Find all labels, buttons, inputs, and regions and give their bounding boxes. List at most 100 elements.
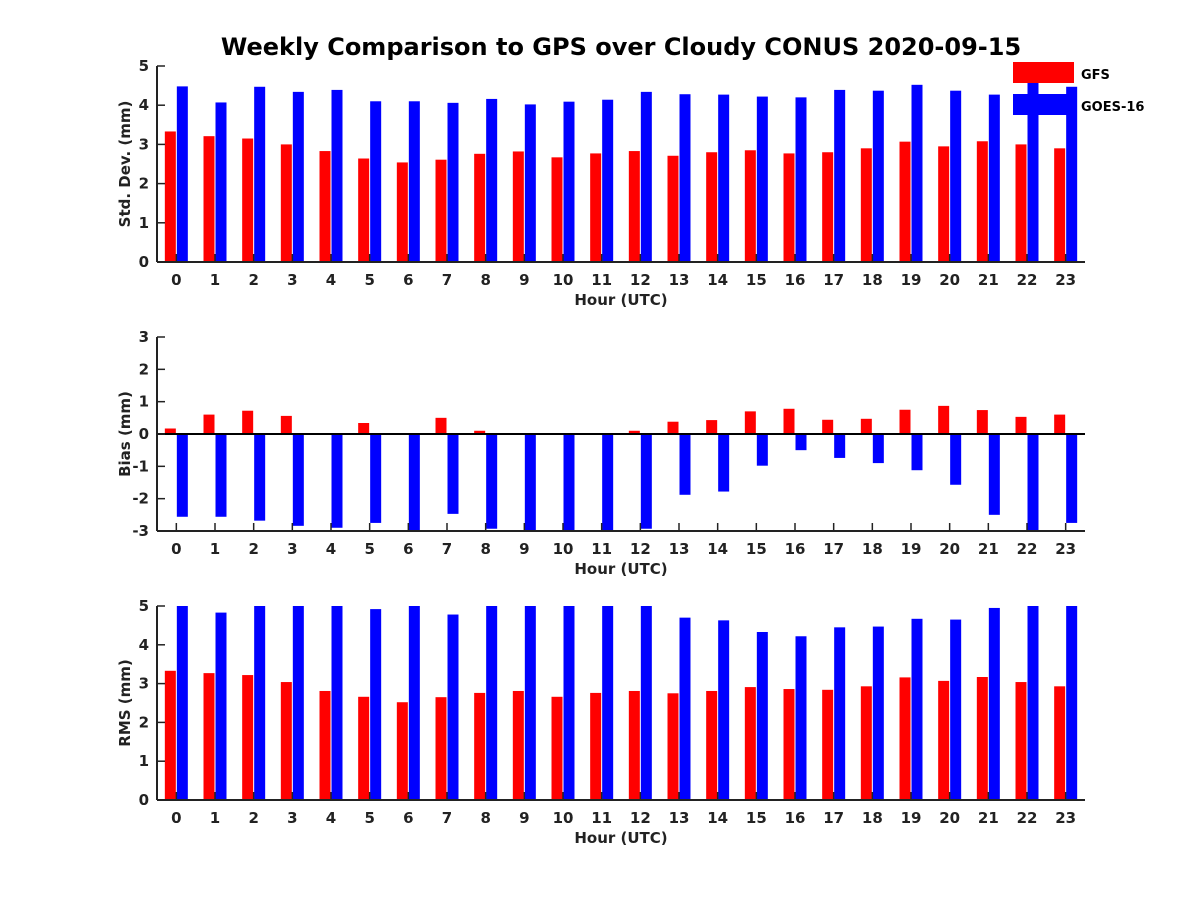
bar-std-dev-goes16-1 <box>215 102 227 263</box>
bar-rms-goes16-13 <box>679 617 691 800</box>
bar-std-dev-goes16-3 <box>292 91 304 262</box>
y-tick-label: 4 <box>139 96 149 114</box>
bar-rms-goes16-18 <box>872 626 884 800</box>
y-axis-label: Std. Dev. (mm) <box>116 101 134 228</box>
bar-std-dev-goes16-13 <box>679 94 691 262</box>
bar-rms-gfs-4 <box>319 690 331 800</box>
x-tick-label: 21 <box>978 809 999 827</box>
y-tick-label: 2 <box>139 360 149 378</box>
bar-rms-goes16-3 <box>292 606 304 800</box>
bar-std-dev-goes16-10 <box>563 101 575 262</box>
bar-std-dev-goes16-11 <box>602 99 614 262</box>
bar-std-dev-goes16-15 <box>756 96 768 263</box>
bar-rms-goes16-8 <box>486 606 498 800</box>
x-tick-label: 10 <box>553 271 574 289</box>
bar-std-dev-goes16-6 <box>408 101 420 262</box>
x-tick-label: 2 <box>248 809 258 827</box>
x-tick-label: 6 <box>403 809 413 827</box>
bar-rms-gfs-19 <box>899 677 911 800</box>
x-tick-label: 12 <box>630 809 651 827</box>
bar-rms-gfs-1 <box>203 673 215 800</box>
x-tick-label: 20 <box>939 540 960 558</box>
bar-bias-goes16-5 <box>370 434 382 523</box>
x-tick-label: 18 <box>862 809 883 827</box>
bar-rms-goes16-0 <box>176 606 188 800</box>
x-tick-label: 16 <box>785 540 806 558</box>
x-tick-label: 8 <box>480 809 490 827</box>
bar-bias-gfs-21 <box>976 410 988 434</box>
bar-rms-gfs-14 <box>706 690 718 800</box>
x-tick-label: 9 <box>519 271 529 289</box>
bar-bias-goes16-10 <box>563 434 575 531</box>
x-tick-label: 13 <box>669 809 690 827</box>
bar-std-dev-goes16-9 <box>524 104 536 262</box>
legend-label-goes16: GOES-16 <box>1081 100 1144 115</box>
bar-bias-goes16-11 <box>602 434 614 531</box>
bar-std-dev-gfs-6 <box>396 162 408 262</box>
bar-bias-goes16-14 <box>718 434 730 492</box>
bar-rms-gfs-12 <box>628 690 640 800</box>
bar-bias-gfs-5 <box>358 423 370 434</box>
x-tick-label: 3 <box>287 809 297 827</box>
bar-std-dev-goes16-2 <box>254 86 266 262</box>
x-axis-label: Hour (UTC) <box>574 291 667 309</box>
x-tick-label: 12 <box>630 540 651 558</box>
x-tick-label: 15 <box>746 809 767 827</box>
x-tick-label: 21 <box>978 540 999 558</box>
bar-std-dev-goes16-0 <box>176 86 188 262</box>
y-tick-label: 2 <box>139 175 149 193</box>
bar-std-dev-gfs-18 <box>860 148 872 262</box>
bar-rms-goes16-15 <box>756 631 768 800</box>
x-tick-label: 6 <box>403 540 413 558</box>
bar-rms-goes16-19 <box>911 618 923 800</box>
x-tick-label: 5 <box>364 271 374 289</box>
legend: GFS GOES-16 <box>1013 62 1144 115</box>
bar-rms-gfs-20 <box>938 680 950 800</box>
bar-std-dev-gfs-17 <box>822 152 834 262</box>
bar-rms-goes16-22 <box>1027 606 1039 800</box>
bar-std-dev-gfs-0 <box>164 131 176 262</box>
x-tick-label: 9 <box>519 809 529 827</box>
bar-bias-goes16-0 <box>176 434 188 517</box>
bar-std-dev-goes16-21 <box>988 94 1000 262</box>
bar-bias-goes16-22 <box>1027 434 1039 531</box>
x-tick-label: 17 <box>823 809 844 827</box>
bar-rms-gfs-7 <box>435 697 447 800</box>
bar-std-dev-goes16-22 <box>1027 82 1039 262</box>
x-tick-label: 14 <box>707 809 728 827</box>
bar-bias-goes16-4 <box>331 434 343 528</box>
bar-std-dev-gfs-16 <box>783 153 795 262</box>
y-tick-label: 3 <box>139 135 149 153</box>
y-axis-label: RMS (mm) <box>116 659 134 746</box>
x-tick-label: 8 <box>480 540 490 558</box>
x-tick-label: 22 <box>1017 809 1038 827</box>
x-tick-label: 19 <box>901 271 922 289</box>
bar-std-dev-gfs-3 <box>280 144 292 262</box>
x-tick-label: 0 <box>171 540 181 558</box>
bar-bias-goes16-20 <box>950 434 962 485</box>
bar-rms-gfs-23 <box>1054 686 1066 800</box>
y-tick-label: 1 <box>139 214 149 232</box>
bar-bias-gfs-23 <box>1054 414 1066 434</box>
y-tick-label: 1 <box>139 752 149 770</box>
x-tick-label: 10 <box>553 809 574 827</box>
x-tick-label: 1 <box>210 540 220 558</box>
x-tick-label: 0 <box>171 271 181 289</box>
x-tick-label: 1 <box>210 271 220 289</box>
bar-rms-goes16-4 <box>331 606 343 800</box>
y-tick-label: 3 <box>139 675 149 693</box>
bar-bias-goes16-17 <box>834 434 846 458</box>
x-tick-label: 11 <box>591 540 612 558</box>
bar-std-dev-goes16-19 <box>911 84 923 262</box>
x-tick-label: 12 <box>630 271 651 289</box>
bar-std-dev-gfs-8 <box>474 153 486 262</box>
bar-bias-gfs-7 <box>435 417 447 434</box>
bar-bias-goes16-7 <box>447 434 459 514</box>
bar-std-dev-gfs-22 <box>1015 144 1027 262</box>
x-tick-label: 14 <box>707 540 728 558</box>
bar-bias-goes16-13 <box>679 434 691 495</box>
bar-std-dev-gfs-15 <box>744 150 756 262</box>
x-tick-label: 11 <box>591 809 612 827</box>
bar-bias-goes16-15 <box>756 434 768 466</box>
